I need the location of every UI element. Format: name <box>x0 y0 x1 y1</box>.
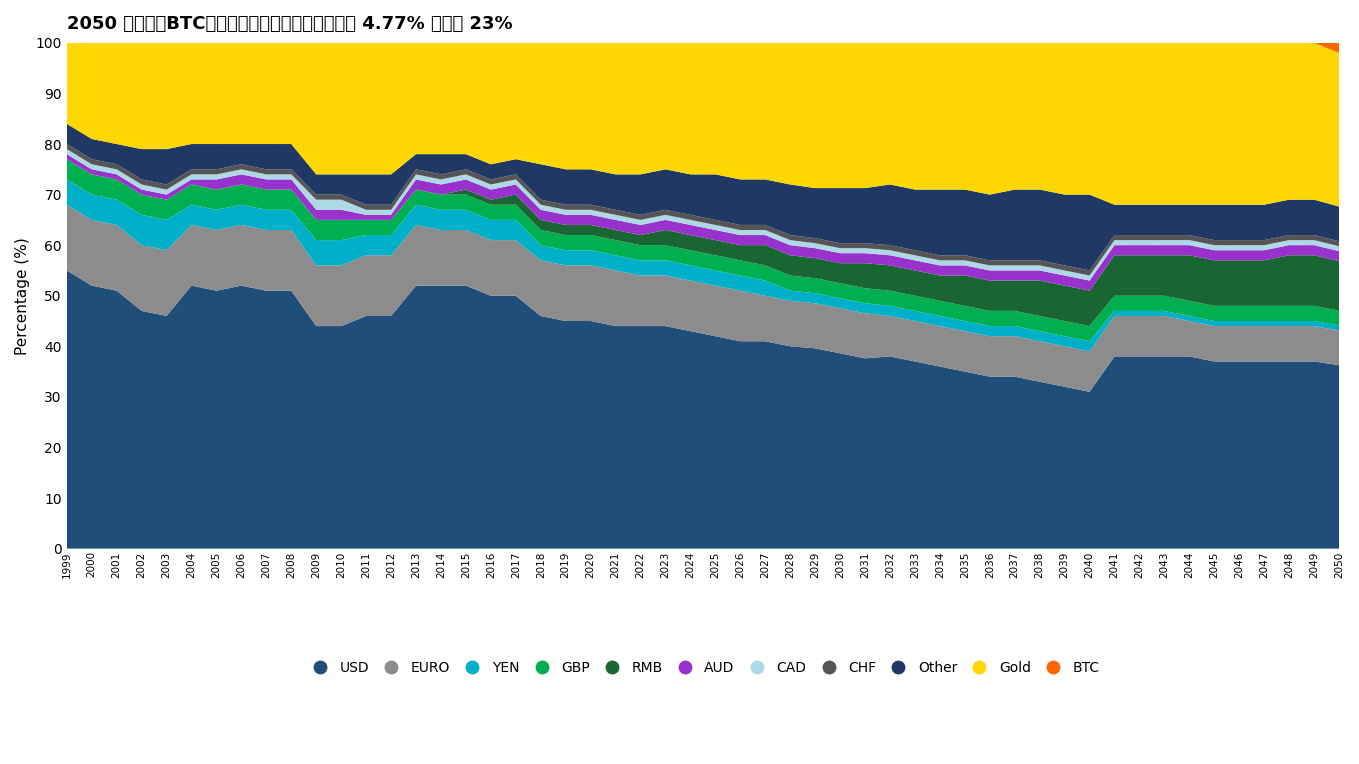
Text: 2050 年预测：BTC、人民币和其他货币的份额将从 4.77% 上升至 23%: 2050 年预测：BTC、人民币和其他货币的份额将从 4.77% 上升至 23% <box>67 15 512 33</box>
Y-axis label: Percentage (%): Percentage (%) <box>15 237 30 354</box>
Legend: USD, EURO, YEN, GBP, RMB, AUD, CAD, CHF, Other, Gold, BTC: USD, EURO, YEN, GBP, RMB, AUD, CAD, CHF,… <box>302 657 1104 679</box>
